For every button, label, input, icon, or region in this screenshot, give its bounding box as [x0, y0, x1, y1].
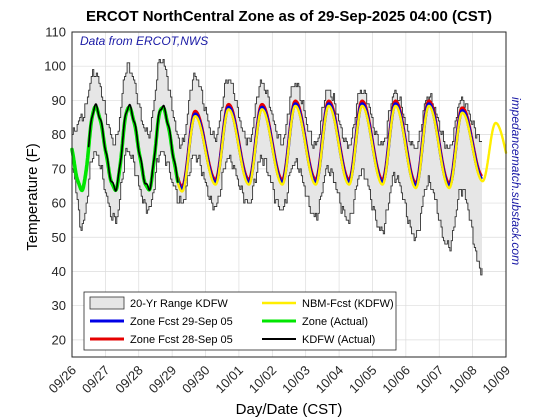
x-axis-label: Day/Date (CST) [236, 401, 343, 418]
series-line [176, 102, 483, 191]
data-source-note: Data from ERCOT,NWS [80, 34, 208, 48]
legend-label: Zone Fcst 29-Sep 05 [130, 316, 233, 328]
legend-label: Zone Fcst 28-Sep 05 [130, 334, 233, 346]
legend-label: 20-Yr Range KDFW [130, 298, 228, 310]
y-tick-label: 90 [52, 93, 66, 108]
series-line [176, 99, 483, 189]
series-layer [70, 99, 508, 193]
y-tick-label: 40 [52, 264, 66, 279]
range-lower-edge [72, 147, 483, 276]
series-line [87, 103, 179, 192]
substack-url-label: impedancematch.substack.com [509, 97, 523, 265]
y-tick-label: 30 [52, 298, 66, 313]
range-upper-edge [72, 58, 482, 149]
y-tick-label: 100 [44, 59, 66, 74]
y-tick-label: 80 [52, 127, 66, 142]
legend-label: KDFW (Actual) [302, 334, 375, 346]
legend-swatch [89, 296, 125, 310]
chart-title: ERCOT NorthCentral Zone as of 29-Sep-202… [86, 8, 492, 25]
legend-label: NBM-Fcst (KDFW) [302, 298, 394, 310]
legend: 20-Yr Range KDFW Zone Fcst 29-Sep 05 Zone … [83, 291, 397, 351]
y-tick-label: 50 [52, 230, 66, 245]
y-tick-label: 20 [52, 332, 66, 347]
legend-label: Zone (Actual) [302, 316, 368, 328]
plot-frame [71, 31, 507, 358]
series-line [171, 104, 508, 193]
y-tick-labels: 20 30 40 50 60 70 80 90 100 110 [44, 25, 66, 348]
y-tick-label: 70 [52, 161, 66, 176]
y-tick-label: 110 [45, 25, 66, 40]
legend-box [83, 291, 397, 351]
y-axis-label: Temperature (F) [24, 143, 41, 251]
y-tick-label: 60 [52, 196, 66, 211]
